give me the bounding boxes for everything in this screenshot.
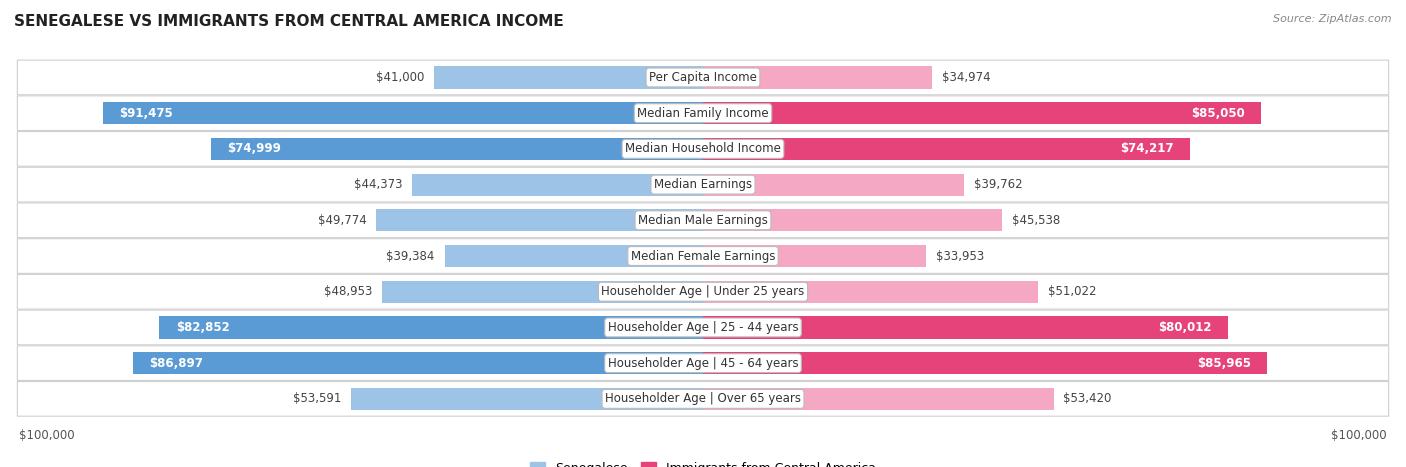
Text: SENEGALESE VS IMMIGRANTS FROM CENTRAL AMERICA INCOME: SENEGALESE VS IMMIGRANTS FROM CENTRAL AM… [14,14,564,29]
Bar [703,388,1053,410]
Text: $39,384: $39,384 [387,249,434,262]
FancyBboxPatch shape [17,167,1389,202]
Text: $74,217: $74,217 [1121,142,1174,156]
Text: $53,420: $53,420 [1063,392,1112,405]
Bar [211,138,703,160]
FancyBboxPatch shape [17,310,1389,345]
Text: Householder Age | Under 25 years: Householder Age | Under 25 years [602,285,804,298]
Text: $41,000: $41,000 [375,71,425,84]
Text: Per Capita Income: Per Capita Income [650,71,756,84]
Text: $48,953: $48,953 [323,285,373,298]
Text: Median Earnings: Median Earnings [654,178,752,191]
Bar [444,245,703,267]
FancyBboxPatch shape [17,275,1389,309]
Text: Householder Age | 45 - 64 years: Householder Age | 45 - 64 years [607,357,799,370]
Bar [352,388,703,410]
Text: Median Female Earnings: Median Female Earnings [631,249,775,262]
Bar [703,66,932,89]
Legend: Senegalese, Immigrants from Central America: Senegalese, Immigrants from Central Amer… [526,457,880,467]
Bar [103,102,703,124]
Bar [382,281,703,303]
Text: Median Household Income: Median Household Income [626,142,780,156]
Bar [434,66,703,89]
FancyBboxPatch shape [17,382,1389,416]
Text: $86,897: $86,897 [149,357,202,370]
Text: $34,974: $34,974 [942,71,991,84]
Text: $44,373: $44,373 [353,178,402,191]
FancyBboxPatch shape [17,239,1389,273]
Bar [703,174,965,196]
Bar [132,352,703,374]
Bar [703,316,1227,339]
Text: $51,022: $51,022 [1047,285,1097,298]
Text: $82,852: $82,852 [176,321,229,334]
Text: $39,762: $39,762 [974,178,1022,191]
Bar [412,174,703,196]
Text: $91,475: $91,475 [120,106,173,120]
Text: Median Family Income: Median Family Income [637,106,769,120]
FancyBboxPatch shape [17,96,1389,130]
Text: $74,999: $74,999 [228,142,281,156]
Bar [703,352,1267,374]
Bar [159,316,703,339]
FancyBboxPatch shape [17,203,1389,238]
Text: $45,538: $45,538 [1012,214,1060,227]
FancyBboxPatch shape [17,132,1389,166]
Text: Householder Age | Over 65 years: Householder Age | Over 65 years [605,392,801,405]
Text: $33,953: $33,953 [935,249,984,262]
Text: $49,774: $49,774 [318,214,367,227]
Bar [703,209,1002,231]
FancyBboxPatch shape [17,346,1389,381]
Text: $53,591: $53,591 [294,392,342,405]
Bar [377,209,703,231]
FancyBboxPatch shape [17,60,1389,95]
Text: $85,965: $85,965 [1197,357,1251,370]
Text: Source: ZipAtlas.com: Source: ZipAtlas.com [1274,14,1392,24]
Text: $85,050: $85,050 [1191,106,1244,120]
Bar [703,102,1261,124]
Text: Householder Age | 25 - 44 years: Householder Age | 25 - 44 years [607,321,799,334]
Bar [703,281,1038,303]
Bar [703,245,925,267]
Text: $80,012: $80,012 [1159,321,1212,334]
Text: Median Male Earnings: Median Male Earnings [638,214,768,227]
Bar [703,138,1189,160]
